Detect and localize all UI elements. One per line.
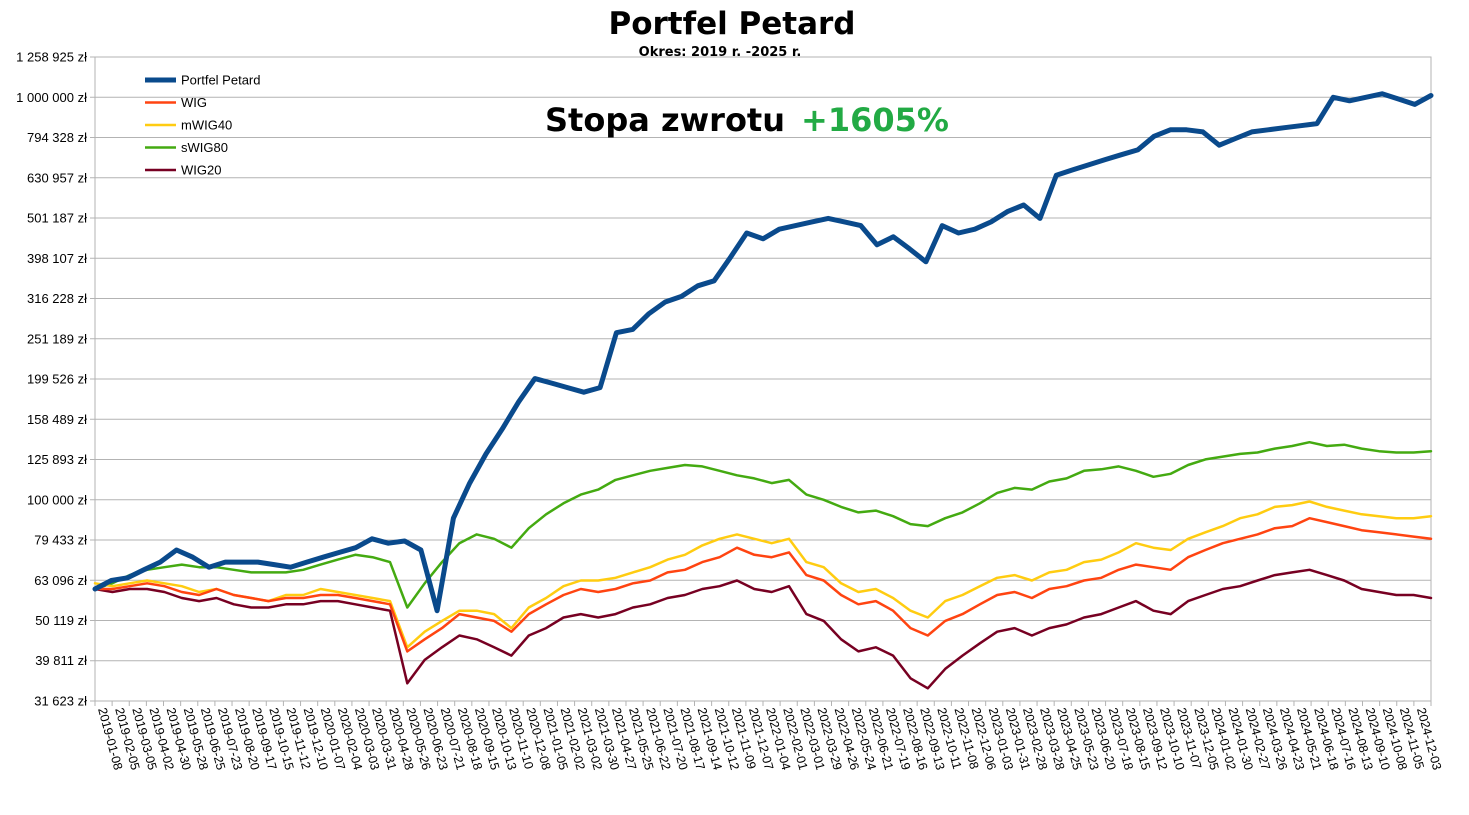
legend-label: mWIG40 [181,118,232,133]
legend-label: WIG [181,95,207,110]
y-tick-label: 125 893 zł [27,452,87,467]
y-tick-label: 158 489 zł [27,412,87,427]
grid [95,56,1431,702]
y-tick-label: 251 189 zł [27,331,87,346]
chart-subtitle: Okres: 2019 r. -2025 r. [639,45,802,60]
series-line-portfel-petard [92,91,1434,614]
series-line-wig20 [93,568,1433,690]
return-value: +1605% [801,101,949,139]
y-tick-label: 100 000 zł [27,492,87,507]
y-tick-label: 316 228 zł [27,291,87,306]
y-tick-label: 398 107 zł [27,251,87,266]
y-tick-label: 63 096 zł [34,573,87,588]
legend: Portfel Petard WIG mWIG40 sWIG80 WIG20 [145,73,261,178]
series-group [92,91,1434,690]
y-tick-label: 794 328 zł [27,130,87,145]
y-tick-label: 1 258 925 zł [16,50,87,65]
series-line-wig [93,516,1433,653]
legend-label: Portfel Petard [181,73,261,88]
y-tick-label: 501 187 zł [27,211,87,226]
y-axis: 31 623 zł 39 811 zł 50 119 zł 63 096 zł 79 4… [16,50,95,709]
x-axis: 2019-01-082019-02-052019-03-052019-04-02… [94,701,1444,772]
y-tick-label: 39 811 zł [35,653,87,668]
series-line-mwig40 [93,500,1433,649]
y-tick-label: 31 623 zł [34,694,87,709]
y-tick-label: 79 433 zł [34,533,87,548]
y-tick-label: 1 000 000 zł [16,90,87,105]
chart-title: Portfel Petard [608,6,855,42]
y-tick-label: 50 119 zł [35,613,87,628]
y-tick-label: 199 526 zł [27,372,87,387]
return-annotation: Stopa zwrotu +1605% [545,101,949,139]
legend-label: WIG20 [181,163,221,178]
y-tick-label: 630 957 zł [27,170,87,185]
return-label: Stopa zwrotu [545,101,785,139]
series-line-swig80 [93,440,1433,609]
legend-label: sWIG80 [181,140,228,155]
